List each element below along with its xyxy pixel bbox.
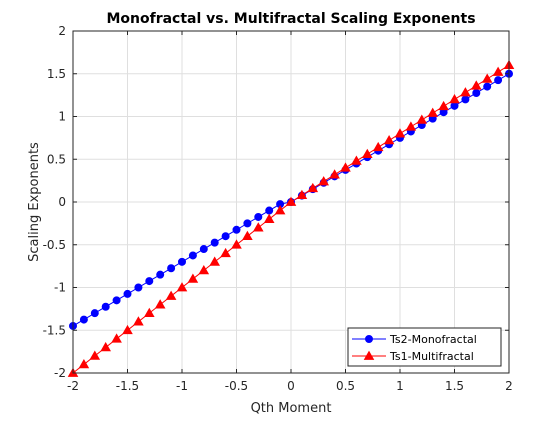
x-tick-label: 2 — [505, 379, 513, 393]
data-point — [198, 264, 210, 275]
data-point — [372, 141, 384, 152]
data-point — [483, 82, 492, 91]
data-point — [471, 80, 482, 90]
data-point — [79, 315, 88, 324]
data-point — [111, 333, 122, 343]
data-point — [156, 270, 165, 279]
data-point — [492, 66, 504, 76]
data-point — [176, 282, 188, 292]
data-point — [481, 73, 493, 83]
data-point — [165, 290, 177, 300]
data-point — [89, 350, 101, 360]
x-tick-label: -1 — [176, 379, 188, 393]
x-axis-label: Qth Moment — [251, 401, 332, 416]
data-point — [78, 359, 90, 369]
data-point — [100, 341, 111, 352]
data-point — [394, 128, 406, 138]
data-point — [210, 238, 219, 247]
data-point — [494, 76, 503, 85]
data-point — [416, 114, 428, 124]
legend-label: Ts2-Monofractal — [389, 333, 477, 346]
data-point — [340, 162, 351, 172]
data-point — [461, 95, 470, 104]
legend-swatch-marker — [364, 334, 373, 343]
data-point — [177, 257, 186, 266]
data-point — [167, 264, 176, 273]
data-point — [209, 256, 220, 266]
data-point — [318, 176, 329, 186]
legend-item: Ts1-Multifractal — [352, 350, 474, 363]
data-point — [254, 212, 263, 221]
x-tick-label: -2 — [67, 379, 79, 393]
y-tick-label: 1.5 — [47, 67, 66, 81]
y-tick-label: 1 — [58, 110, 66, 124]
data-point — [220, 247, 231, 258]
y-tick-label: 2 — [58, 24, 66, 38]
legend-item: Ts2-Monofractal — [352, 333, 477, 346]
data-point — [101, 302, 110, 311]
data-point — [144, 307, 155, 318]
data-point — [231, 239, 242, 249]
y-tick-label: -1 — [54, 281, 66, 295]
x-tick-label: 0 — [287, 379, 295, 393]
data-point — [243, 219, 252, 228]
x-tick-label: -1.5 — [116, 379, 139, 393]
data-point — [112, 296, 121, 305]
data-point — [265, 206, 274, 215]
x-tick-label: -0.5 — [225, 379, 248, 393]
data-point — [285, 196, 297, 206]
data-point — [438, 100, 449, 111]
data-point — [449, 93, 460, 104]
data-point — [221, 232, 230, 241]
data-point — [296, 189, 308, 200]
data-point — [232, 225, 241, 234]
data-point — [405, 121, 417, 131]
data-point — [450, 101, 459, 110]
plot-series — [67, 59, 515, 377]
x-tick-label: 0.5 — [336, 379, 355, 393]
y-tick-label: 0.5 — [47, 152, 66, 166]
legend-label: Ts1-Multifractal — [389, 350, 474, 363]
data-point — [122, 324, 133, 335]
data-point — [134, 283, 143, 292]
data-point — [351, 155, 362, 165]
data-point — [427, 107, 438, 117]
data-point — [199, 245, 208, 254]
data-point — [263, 213, 275, 223]
data-point — [187, 273, 199, 283]
y-tick-label: -1.5 — [43, 323, 66, 337]
y-axis-label: Scaling Exponents — [27, 142, 42, 262]
data-point — [362, 148, 373, 158]
data-point — [253, 222, 264, 232]
data-point — [188, 251, 197, 260]
legend-swatch-marker — [363, 350, 375, 360]
data-point — [242, 230, 253, 241]
y-tick-label: 0 — [58, 195, 66, 209]
data-point — [274, 205, 286, 215]
y-tick-label: -2 — [54, 366, 66, 380]
data-point — [145, 277, 154, 286]
data-point — [90, 309, 99, 318]
data-point — [307, 182, 319, 193]
data-point — [154, 299, 166, 309]
series-2 — [67, 59, 515, 377]
data-point — [460, 87, 471, 97]
data-point — [123, 289, 132, 298]
data-point — [472, 88, 481, 97]
data-point — [383, 135, 395, 145]
axis-ticks: -2 -1.5 -1 -0.5 0 0.5 1 1.5 2 -2 -1.5 -1 -0.5 0 0.5 1 1.… — [43, 24, 513, 393]
x-tick-label: 1 — [396, 379, 404, 393]
x-tick-label: 1.5 — [445, 379, 464, 393]
chart-title: Monofractal vs. Multifractal Scaling Exp… — [106, 11, 475, 27]
y-tick-label: -0.5 — [43, 238, 66, 252]
data-point — [133, 316, 144, 326]
data-point — [329, 169, 340, 179]
legend: Ts2-Monofractal Ts1-Multifractal — [347, 327, 502, 367]
